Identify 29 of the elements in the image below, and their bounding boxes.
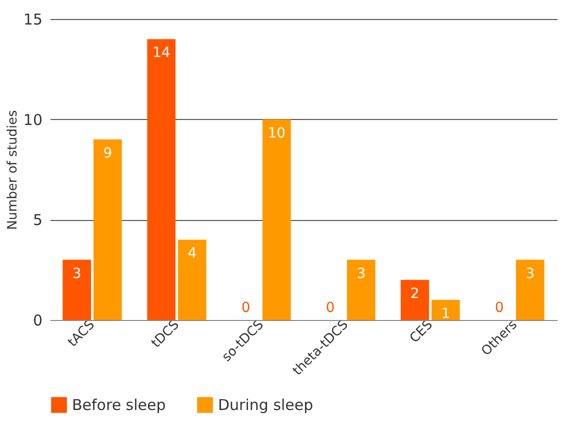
bar xyxy=(178,240,206,320)
y-tick-label: 15 xyxy=(23,10,42,28)
bar xyxy=(262,119,291,320)
bar xyxy=(147,39,176,320)
data-label: 0 xyxy=(241,300,250,316)
legend-label: Before sleep xyxy=(72,396,166,414)
data-label: 14 xyxy=(152,45,170,62)
bar xyxy=(431,300,460,320)
bar xyxy=(516,260,544,320)
data-label: 0 xyxy=(494,300,504,316)
data-label: 0 xyxy=(326,300,335,316)
data-label: 3 xyxy=(356,266,366,282)
data-label: 2 xyxy=(410,286,420,302)
y-axis-title: Number of studies xyxy=(5,110,20,230)
bar xyxy=(400,280,430,320)
y-tick-label: 10 xyxy=(23,110,42,129)
data-label: 10 xyxy=(268,125,286,142)
data-label: 9 xyxy=(103,145,112,162)
data-label: 4 xyxy=(188,246,197,262)
data-label: 3 xyxy=(72,266,82,282)
bar xyxy=(93,139,122,320)
data-label: 1 xyxy=(441,306,450,322)
legend-label: During sleep xyxy=(218,396,314,414)
bar xyxy=(62,260,92,320)
data-label: 3 xyxy=(526,266,535,282)
y-tick-label: 0 xyxy=(32,312,42,330)
y-tick-label: 5 xyxy=(32,211,42,230)
x-tick-label: CES xyxy=(407,318,436,346)
bar xyxy=(346,260,376,320)
